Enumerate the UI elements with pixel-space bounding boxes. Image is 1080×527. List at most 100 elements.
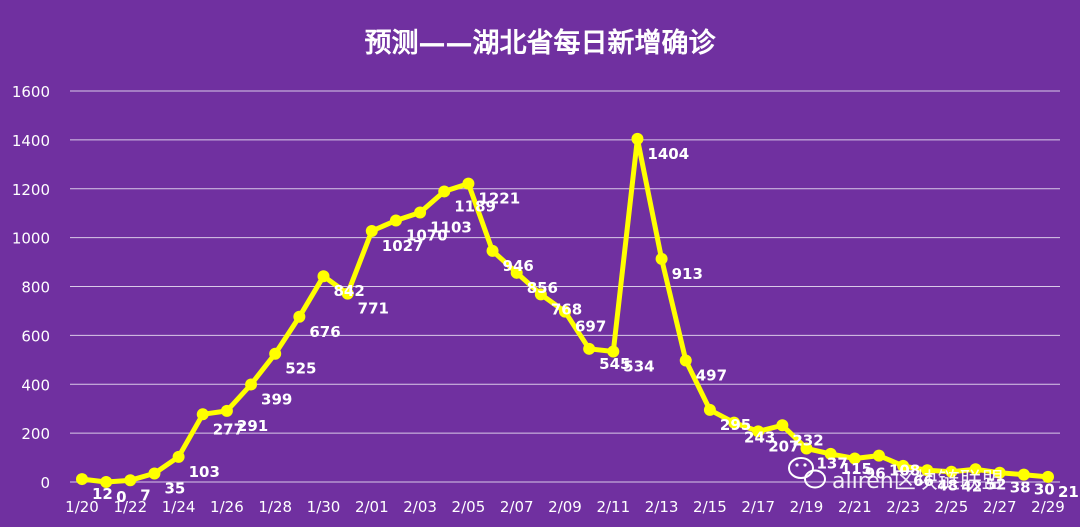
x-tick-label: 2/21 [838, 498, 872, 516]
x-tick-label: 2/05 [452, 498, 486, 516]
y-tick-label: 1400 [12, 132, 50, 150]
data-points [76, 132, 1054, 488]
y-tick-label: 400 [21, 376, 50, 394]
data-point [945, 465, 958, 478]
data-point [196, 408, 209, 421]
x-tick-label: 2/29 [1031, 498, 1065, 516]
data-point [486, 244, 499, 257]
data-label: 243 [744, 429, 775, 447]
x-tick-label: 1/22 [113, 498, 147, 516]
data-label: 697 [575, 318, 606, 336]
data-label: 771 [358, 300, 389, 318]
x-tick-label: 1/26 [210, 498, 244, 516]
data-label: 52 [986, 475, 1007, 493]
data-point [317, 270, 330, 283]
y-tick-label: 0 [40, 474, 50, 492]
data-label: 115 [841, 460, 872, 478]
data-point [438, 185, 451, 198]
data-label: 38 [1010, 479, 1031, 497]
data-point [389, 214, 402, 227]
x-tick-label: 2/13 [645, 498, 679, 516]
data-label: 1070 [406, 227, 448, 245]
data-point [76, 473, 88, 486]
data-label: 96 [865, 465, 886, 483]
data-label: 207 [768, 437, 799, 455]
data-point [921, 464, 934, 477]
data-label: 42 [961, 478, 982, 496]
data-point [679, 354, 692, 367]
x-tick-label: 2/11 [596, 498, 630, 516]
data-point [1042, 470, 1054, 483]
data-point [341, 287, 354, 300]
data-point [245, 378, 258, 391]
data-label: 856 [527, 279, 558, 297]
x-tick-label: 2/15 [693, 498, 727, 516]
y-axis-ticks: 0 200 400 600 800 1000 1200 1400 1600 [12, 83, 50, 492]
data-label: 295 [720, 416, 751, 434]
x-tick-label: 2/17 [741, 498, 775, 516]
data-point [269, 347, 282, 360]
y-tick-label: 1200 [12, 181, 50, 199]
x-tick-label: 1/30 [307, 498, 341, 516]
data-point [510, 266, 523, 279]
data-label: 7 [140, 486, 150, 504]
data-point [583, 342, 596, 355]
data-label: 768 [551, 300, 582, 318]
grid-lines [70, 90, 1060, 483]
data-label: 277 [213, 420, 244, 438]
y-tick-label: 200 [21, 425, 50, 443]
x-tick-label: 2/07 [500, 498, 534, 516]
x-tick-label: 1/24 [162, 498, 196, 516]
data-point [534, 288, 547, 301]
data-label: 534 [623, 358, 654, 376]
data-label: 545 [599, 355, 630, 373]
data-label: 12 [92, 485, 113, 503]
x-tick-label: 2/23 [886, 498, 920, 516]
data-point [776, 419, 789, 432]
data-label: 48 [937, 476, 958, 494]
data-point [848, 452, 861, 465]
data-point [414, 206, 427, 219]
watermark: aliren区块链联盟 [788, 457, 1004, 494]
y-tick-label: 1000 [12, 230, 50, 248]
x-tick-label: 2/25 [935, 498, 969, 516]
data-point [655, 252, 668, 265]
data-label: 21 [1058, 483, 1079, 501]
data-label: 1221 [478, 190, 520, 208]
y-tick-label: 600 [21, 327, 50, 345]
watermark-text: aliren区块链联盟 [832, 469, 1004, 494]
data-label: 1027 [382, 237, 424, 255]
data-label: 291 [237, 417, 268, 435]
x-tick-label: 2/01 [355, 498, 389, 516]
data-point [559, 305, 571, 318]
data-label: 399 [261, 390, 292, 408]
y-tick-label: 1600 [12, 83, 50, 101]
data-point [1017, 468, 1030, 481]
data-label: 108 [889, 462, 920, 480]
data-label: 525 [285, 360, 316, 378]
data-label: 842 [334, 282, 365, 300]
x-tick-label: 2/27 [983, 498, 1017, 516]
data-point [728, 416, 741, 429]
data-point [100, 476, 113, 488]
data-labels: 12 0 7 351032772913995256768427711027107011… [92, 145, 1079, 506]
data-label: 946 [503, 257, 534, 275]
data-point [703, 403, 716, 416]
data-label: 1103 [430, 218, 472, 236]
data-point [824, 447, 837, 460]
data-label: 497 [696, 367, 727, 385]
data-label: 30 [1034, 481, 1055, 499]
x-axis-ticks: 1/20 1/22 1/24 1/26 1/28 1/30 2/01 2/03 2/05 2/07… [65, 498, 1065, 516]
data-label: 232 [792, 431, 823, 449]
data-point [631, 132, 644, 145]
x-tick-label: 2/09 [548, 498, 582, 516]
chart-title: 预测——湖北省每日新增确诊 [365, 27, 717, 59]
data-point [969, 463, 982, 476]
y-tick-label: 800 [21, 279, 50, 297]
x-tick-label: 1/20 [65, 498, 99, 516]
data-point [800, 442, 813, 455]
data-point [148, 467, 161, 480]
data-label: 103 [189, 463, 220, 481]
data-label: 137 [817, 455, 848, 473]
